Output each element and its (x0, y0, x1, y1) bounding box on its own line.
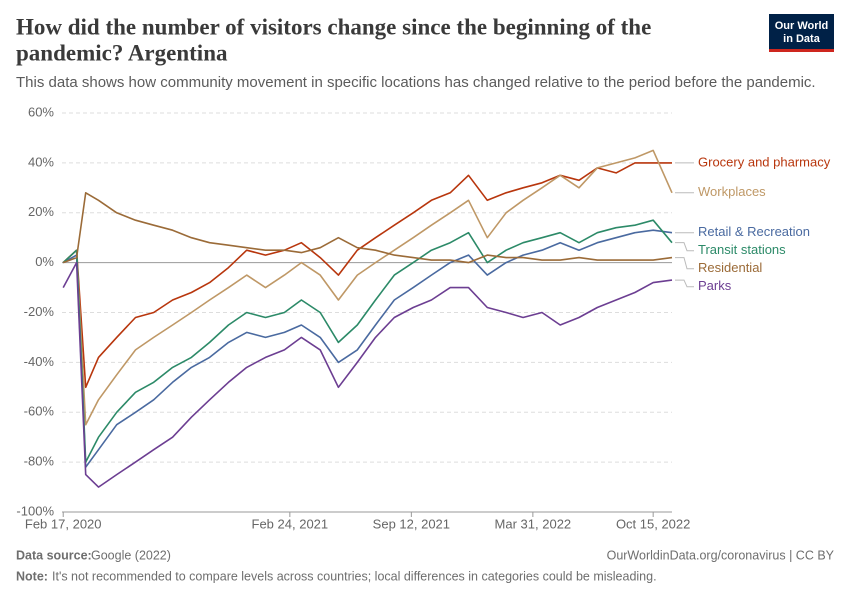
legend-label: Parks (698, 278, 732, 293)
y-tick-label: -80% (24, 454, 55, 469)
series-line (62, 149, 673, 426)
x-tick-label: Feb 17, 2020 (25, 516, 102, 531)
y-tick-label: -100% (16, 503, 54, 518)
x-tick-label: Mar 31, 2022 (495, 516, 572, 531)
note: It's not recommended to compare levels a… (52, 569, 657, 583)
legend-label: Transit stations (698, 242, 786, 257)
legend-connector (675, 257, 694, 270)
x-tick-label: Feb 24, 2021 (252, 516, 329, 531)
legend-label: Grocery and pharmacy (698, 154, 831, 169)
x-tick-label: Oct 15, 2022 (616, 516, 690, 531)
series-line (62, 229, 673, 468)
source-url[interactable]: OurWorldinData.org/coronavirus | CC BY (607, 548, 835, 562)
chart-title: How did the number of visitors change si… (16, 14, 651, 39)
y-tick-label: 20% (28, 204, 54, 219)
source: Google (2022) (91, 548, 171, 562)
y-tick-label: 40% (28, 154, 54, 169)
chart-title: pandemic? Argentina (16, 40, 228, 65)
series-line (62, 162, 672, 389)
x-tick-label: Sep 12, 2021 (373, 516, 450, 531)
series-line (62, 192, 673, 264)
legend-label: Residential (698, 260, 762, 275)
y-tick-label: 0% (35, 254, 54, 269)
series-line (62, 219, 673, 463)
legend-label: Workplaces (698, 184, 766, 199)
series-line (62, 261, 673, 488)
chart-subtitle: This data shows how community movement i… (16, 74, 816, 91)
legend-connector (675, 242, 694, 252)
y-tick-label: -60% (24, 404, 55, 419)
logo[interactable] (769, 14, 834, 52)
note-label: Note: (16, 569, 48, 583)
legend-connector (675, 279, 694, 288)
legend-label: Retail & Recreation (698, 224, 810, 239)
y-tick-label: -20% (24, 304, 55, 319)
logo-stripe (769, 49, 834, 52)
plot-area: -100% -80% -60% -40% -20% 0% 20% 40% 60% Feb 17, … (16, 104, 830, 531)
y-tick-label: 60% (28, 104, 54, 119)
logo-text: Our World (775, 20, 829, 32)
source-label: Data source: (16, 548, 92, 562)
logo-text: in Data (783, 33, 821, 45)
y-tick-label: -40% (24, 354, 55, 369)
